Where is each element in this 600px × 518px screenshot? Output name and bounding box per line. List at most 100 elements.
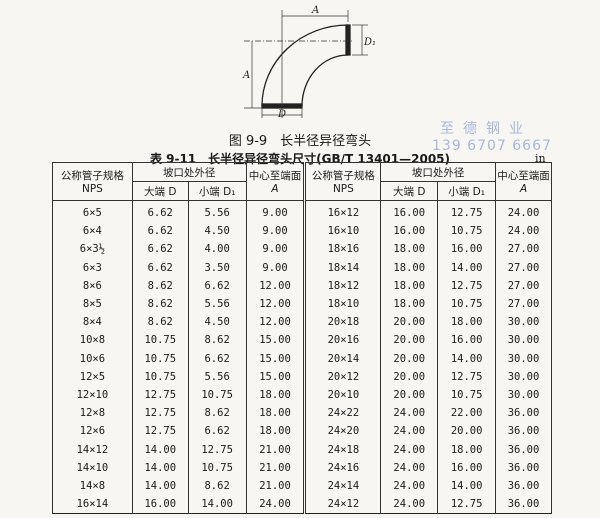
- cell-small-end-od: 14.00: [437, 476, 497, 495]
- table-row: 8×5 8.62 5.56 12.00 18×10 18.00 10.75 27.00: [52, 294, 552, 314]
- cell-large-end-od: 20.00: [380, 331, 439, 350]
- cell-nps: 20×18: [304, 313, 382, 332]
- cell-center-to-end: 36.00: [495, 440, 552, 459]
- header-center-to-end: 中心至端面 A: [495, 162, 552, 201]
- cell-large-end-od: 24.00: [380, 476, 439, 495]
- cell-nps: 24×22: [304, 404, 382, 423]
- cell-small-end-od: 4.50: [187, 313, 247, 332]
- cell-nps: 24×20: [304, 422, 382, 441]
- cell-small-end-od: 5.56: [187, 294, 247, 314]
- reducing-elbow-diagram: A A D D₁: [242, 5, 376, 120]
- cell-center-to-end: 27.00: [495, 240, 552, 259]
- cell-center-to-end: 18.00: [245, 404, 307, 423]
- cell-large-end-od: 16.00: [380, 222, 439, 241]
- cell-nps: 6×3½: [52, 240, 133, 259]
- cell-small-end-od: 12.75: [187, 440, 247, 459]
- cell-large-end-od: 6.62: [131, 200, 189, 223]
- table-row: 14×8 14.00 8.62 21.00 24×14 24.00 14.00 36.00: [52, 476, 552, 495]
- cell-center-to-end: 9.00: [245, 258, 307, 277]
- cell-nps: 10×8: [52, 331, 133, 350]
- cell-large-end-od: 12.75: [131, 404, 189, 423]
- cell-center-to-end: 30.00: [495, 385, 552, 405]
- cell-small-end-od: 14.00: [437, 258, 497, 277]
- cell-small-end-od: 5.56: [187, 200, 247, 223]
- cell-nps: 20×14: [304, 349, 382, 368]
- cell-center-to-end: 15.00: [245, 367, 307, 386]
- cell-center-to-end: 36.00: [495, 476, 552, 495]
- table-row: 16×14 16.00 14.00 24.00 24×12 24.00 12.75 36.00: [52, 495, 552, 514]
- cell-small-end-od: 10.75: [437, 294, 497, 314]
- cell-center-to-end: 30.00: [495, 331, 552, 350]
- cell-center-to-end: 24.00: [245, 495, 307, 514]
- unit-label: in: [535, 152, 546, 165]
- cell-center-to-end: 36.00: [495, 422, 552, 441]
- cell-small-end-od: 12.75: [437, 367, 497, 386]
- cell-center-to-end: 9.00: [245, 240, 307, 259]
- cell-small-end-od: 5.56: [187, 367, 247, 386]
- dim-a-top-label: A: [311, 5, 319, 16]
- cell-nps: 24×12: [304, 495, 382, 514]
- cell-nps: 18×10: [304, 294, 382, 314]
- cell-nps: 18×14: [304, 258, 382, 277]
- cell-large-end-od: 20.00: [380, 313, 439, 332]
- cell-small-end-od: 8.62: [187, 476, 247, 495]
- cell-center-to-end: 24.00: [495, 200, 552, 223]
- cell-center-to-end: 36.00: [495, 404, 552, 423]
- cell-nps: 16×14: [52, 495, 133, 514]
- cell-large-end-od: 10.75: [131, 349, 189, 368]
- cell-small-end-od: 6.62: [187, 276, 247, 295]
- cell-small-end-od: 3.50: [187, 258, 247, 277]
- cell-small-end-od: 14.00: [187, 495, 247, 514]
- table-row: 10×8 10.75 8.62 15.00 20×16 20.00 16.00 30.00: [52, 331, 552, 350]
- table-row: 14×10 14.00 10.75 21.00 24×16 24.00 16.00 36.00: [52, 458, 552, 477]
- table-row: 12×5 10.75 5.56 15.00 20×12 20.00 12.75 30.00: [52, 367, 552, 386]
- cell-small-end-od: 10.75: [187, 385, 247, 405]
- cell-large-end-od: 10.75: [131, 367, 189, 386]
- table-row: 6×4 6.62 4.50 9.00 16×10 16.00 10.75 24.00: [52, 222, 552, 241]
- cell-large-end-od: 24.00: [380, 495, 439, 514]
- cell-nps: 8×4: [52, 313, 133, 332]
- table-row: 10×6 10.75 6.62 15.00 20×14 20.00 14.00 30.00: [52, 349, 552, 368]
- cell-small-end-od: 22.00: [437, 404, 497, 423]
- cell-center-to-end: 12.00: [245, 294, 307, 314]
- cell-center-to-end: 21.00: [245, 440, 307, 459]
- cell-large-end-od: 14.00: [131, 458, 189, 477]
- cell-center-to-end: 12.00: [245, 313, 307, 332]
- cell-large-end-od: 16.00: [380, 200, 439, 223]
- table-row: 8×6 8.62 6.62 12.00 18×12 18.00 12.75 27.00: [52, 276, 552, 295]
- cell-center-to-end: 18.00: [245, 422, 307, 441]
- cell-center-to-end: 30.00: [495, 349, 552, 368]
- cell-small-end-od: 12.75: [437, 276, 497, 295]
- cell-large-end-od: 18.00: [380, 294, 439, 314]
- header-nps: 公称管子规格 NPS: [52, 162, 133, 201]
- figure-caption: 图 9-9 长半径异径弯头: [228, 134, 372, 149]
- dim-a-left-label: A: [242, 70, 250, 81]
- cell-nps: 14×8: [52, 476, 133, 495]
- cell-nps: 12×5: [52, 367, 133, 386]
- cell-large-end-od: 20.00: [380, 385, 439, 405]
- cell-small-end-od: 14.00: [437, 349, 497, 368]
- cell-center-to-end: 15.00: [245, 349, 307, 368]
- cell-small-end-od: 10.75: [437, 222, 497, 241]
- cell-nps: 6×4: [52, 222, 133, 241]
- dim-d1-label: D₁: [363, 37, 376, 48]
- cell-nps: 16×12: [304, 200, 382, 223]
- cell-small-end-od: 6.62: [187, 422, 247, 441]
- table-row: 6×3½ 6.62 4.00 9.00 18×16 18.00 16.00 27.00: [52, 240, 552, 259]
- cell-nps: 16×10: [304, 222, 382, 241]
- cell-large-end-od: 12.75: [131, 385, 189, 405]
- cell-large-end-od: 24.00: [380, 404, 439, 423]
- cell-center-to-end: 24.00: [495, 222, 552, 241]
- table-row: 14×12 14.00 12.75 21.00 24×18 24.00 18.00 36.00: [52, 440, 552, 459]
- cell-large-end-od: 8.62: [131, 313, 189, 332]
- cell-small-end-od: 18.00: [437, 313, 497, 332]
- cell-large-end-od: 18.00: [380, 258, 439, 277]
- cell-center-to-end: 36.00: [495, 458, 552, 477]
- cell-nps: 14×10: [52, 458, 133, 477]
- header-nps: 公称管子规格 NPS: [304, 162, 382, 201]
- header-bevel-od: 坡口处外径: [131, 162, 247, 182]
- cell-nps: 6×3: [52, 258, 133, 277]
- header-small-end: 小端 D₁: [187, 181, 247, 201]
- cell-large-end-od: 6.62: [131, 222, 189, 241]
- cell-nps: 20×12: [304, 367, 382, 386]
